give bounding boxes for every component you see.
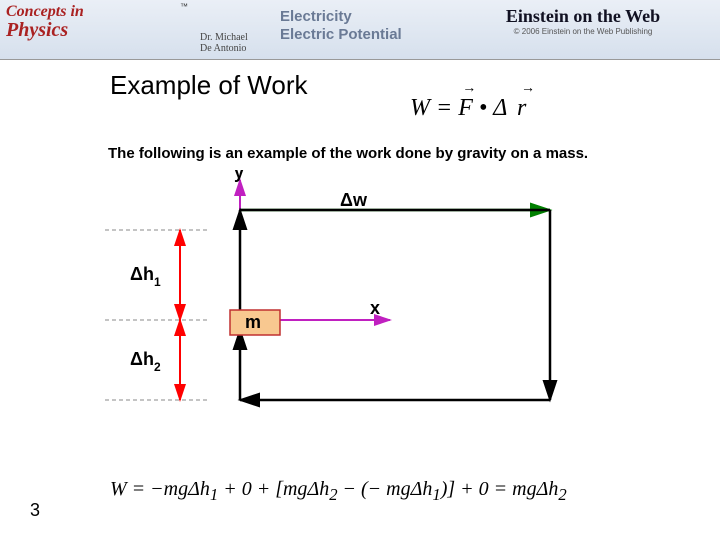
logo-right-text: Einstein on the Web <box>458 6 708 27</box>
header-topic-2: Electric Potential <box>280 26 402 43</box>
header-bar: Concepts in Physics ™ Electricity Electr… <box>0 0 720 60</box>
author-name: Dr. MichaelDe Antonio <box>200 32 248 54</box>
header-topic-1: Electricity <box>280 8 352 25</box>
work-diagram: m y x Δw Δh1 Δh2 <box>90 170 610 430</box>
slide-title: Example of Work <box>110 70 307 101</box>
copyright: © 2006 Einstein on the Web Publishing <box>458 27 708 36</box>
diagram-svg: m y x Δw Δh1 Δh2 <box>90 170 610 430</box>
dh1-label: Δh1 <box>130 264 161 289</box>
equation-top: W = F • Δ r <box>410 95 526 122</box>
mass-label: m <box>245 312 261 332</box>
tm-mark: ™ <box>180 2 188 11</box>
intro-text: The following is an example of the work … <box>108 145 588 162</box>
logo-left: Concepts in Physics <box>6 4 84 40</box>
dw-label: Δw <box>340 190 368 210</box>
logo-text-2: Physics <box>6 20 84 40</box>
equation-bottom: W = −mgΔh1 + 0 + [mgΔh2 − (− mgΔh1)] + 0… <box>110 478 567 505</box>
x-label: x <box>370 298 380 318</box>
slide-number: 3 <box>30 500 40 521</box>
y-label: y <box>234 170 244 182</box>
logo-text-1: Concepts in <box>6 4 84 20</box>
dh2-label: Δh2 <box>130 349 161 374</box>
logo-right: Einstein on the Web © 2006 Einstein on t… <box>458 6 708 36</box>
